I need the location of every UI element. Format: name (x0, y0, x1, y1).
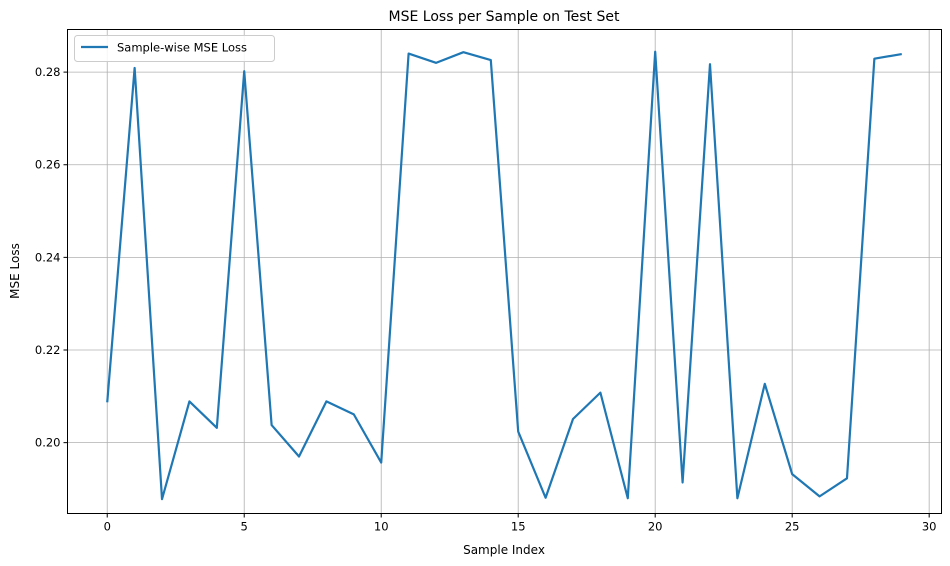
y-tick-label: 0.24 (35, 250, 61, 264)
y-tick-label: 0.22 (35, 343, 61, 357)
plot-area (67, 29, 942, 514)
series-group (106, 50, 902, 501)
x-tick-label: 10 (374, 520, 389, 534)
x-tick-label: 25 (785, 520, 800, 534)
legend-box (74, 35, 275, 62)
y-tick-label: 0.20 (35, 436, 61, 450)
legend: Sample-wise MSE Loss (74, 35, 275, 62)
x-tick-label: 0 (104, 520, 111, 534)
grid (67, 29, 942, 514)
y-tick-label: 0.28 (35, 65, 61, 79)
y-tick-label: 0.26 (35, 158, 61, 172)
y-axis: 0.20 0.22 0.24 0.26 0.28 (35, 65, 68, 450)
legend-label: Sample-wise MSE Loss (117, 41, 247, 55)
x-axis: 0 5 10 15 20 25 30 (104, 513, 937, 534)
plot-frame (67, 29, 942, 514)
x-tick-label: 20 (648, 520, 663, 534)
chart-title: MSE Loss per Sample on Test Set (389, 9, 620, 25)
x-tick-label: 30 (922, 520, 937, 534)
x-tick-label: 5 (241, 520, 248, 534)
series-line (106, 50, 902, 501)
y-axis-label: MSE Loss (8, 243, 22, 299)
x-axis-label: Sample Index (463, 543, 545, 557)
x-tick-label: 15 (511, 520, 526, 534)
